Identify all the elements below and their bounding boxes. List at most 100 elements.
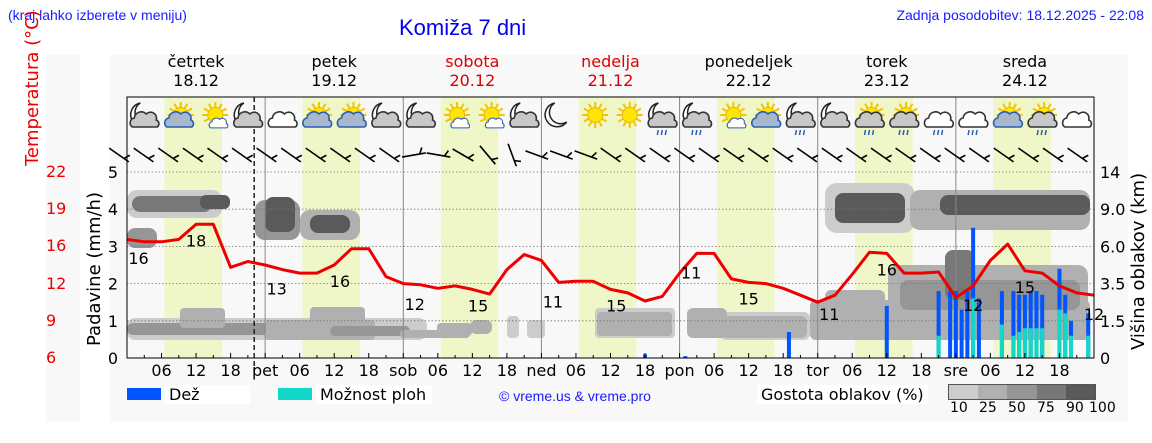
density-swatch [1007,385,1037,399]
moon-cloud-icon [371,102,402,128]
rain-legend-label: Dež [165,385,250,404]
wind-barb-icon [133,147,155,163]
cloud-height-tick: 9.0 [1100,200,1125,219]
shower-bar [1017,331,1022,358]
precip-tick: 4 [108,200,118,219]
day-date: 20.12 [449,71,496,90]
wind-barb-icon [870,147,893,163]
sun-icon [582,102,609,128]
temp-annotation: 16 [128,249,148,268]
rain-bar [786,331,791,358]
density-tick: 10 [950,400,968,416]
density-tick: 90 [1066,400,1084,416]
sun-small-cloud-icon [444,102,471,129]
moon-cloud-icon [232,102,264,128]
last-update: Zadnja posodobitev: 18.12.2025 - 22:08 [896,7,1144,23]
x-tick-label: 18 [220,361,240,380]
temp-annotation: 18 [186,231,206,250]
wind-barb-icon [207,147,229,163]
copyright-link[interactable]: © vreme.us & vreme.pro [499,388,651,404]
precip-tick: 1 [108,312,118,331]
shower-bar [1028,328,1033,358]
rain-bar [936,291,941,358]
wind-barb-icon [329,147,352,163]
temp-tick: 12 [46,273,67,293]
rain-bar [959,309,964,358]
wind-barb-icon [919,147,942,163]
x-tick-label: 18 [911,361,931,380]
sun-cloud-rain-icon [889,102,920,136]
wind-barb-icon [673,147,696,163]
wind-barb-icon [772,147,794,163]
wind-barb-icon [1067,147,1089,163]
page-title: Komiža 7 dni [399,15,527,40]
cloud-rain-icon [958,111,989,136]
day-date: 22.12 [725,71,772,90]
rain-bar [953,291,958,358]
density-tick: 50 [1008,400,1026,416]
day-name: petek [311,52,357,71]
cloud-icon [267,111,298,128]
wind-barb-icon [426,150,451,158]
density-tick: 25 [979,400,997,416]
density-tick: 75 [1037,400,1055,416]
temp-annotation: 13 [266,280,286,299]
x-tick-label: 18 [359,361,379,380]
temp-annotation: 16 [877,260,897,279]
shower-bar [971,298,976,358]
wind-barb-icon [698,147,720,163]
wind-barb-icon [796,147,819,163]
moon-cloud-rain-icon [647,102,678,136]
wind-barb-icon [723,147,745,163]
temp-annotation: 11 [681,263,701,282]
density-swatch [949,385,979,399]
x-tick-label: ned [526,361,556,380]
moon-cloud-icon [820,102,851,128]
moon-cloud-rain-icon [681,102,713,136]
x-tick-label: 06 [289,361,309,380]
sun-icon [616,102,643,128]
shower-bar [1057,309,1062,358]
wind-barb-icon [401,147,426,158]
shower-bar [1011,335,1016,358]
moon-cloud-icon [129,102,160,128]
day-header: četrtek 18.12 [131,52,261,90]
x-tick-label: 06 [428,361,448,380]
x-tick-label: 06 [704,361,724,380]
wind-barb-icon [231,147,254,163]
x-tick-label: sob [389,361,417,380]
shower-bar [1034,328,1039,358]
temp-annotation: 15 [738,289,758,308]
x-tick-label: 12 [738,361,758,380]
cloud-rain-icon [923,111,954,136]
temp-tick: 16 [46,236,67,256]
day-date: 23.12 [863,71,910,90]
temp-axis-panel [46,55,80,422]
x-tick-label: 18 [497,361,517,380]
temp-tick: 6 [46,348,57,367]
wind-barb-icon [895,147,917,163]
temp-annotation: 11 [819,305,839,324]
wind-barb-icon [182,147,204,163]
shower-bar [1063,313,1068,358]
precip-tick: 5 [108,163,118,182]
shower-legend-label: Možnost ploh [316,385,433,404]
cloud-height-tick: 14 [1100,163,1120,182]
shower-bar [1068,335,1073,358]
wind-barb-icon [305,147,327,163]
temp-annotation: 15 [1015,278,1035,297]
temp-tick: 19 [46,199,67,219]
sun-small-cloud-icon [202,102,229,129]
sun-cloud-rain-icon [854,102,885,136]
sun-cloud-icon [302,102,333,128]
rain-bar [683,356,688,358]
wind-barb-icon [280,147,303,163]
density-swatch [1065,385,1096,399]
moon-cloud-icon [509,102,540,128]
x-tick-label: tor [806,361,829,380]
sun-cloud-rain-icon [1027,102,1058,136]
wind-barb-icon [845,147,868,163]
wind-barbs [108,143,1089,167]
precip-tick: 0 [108,349,118,368]
x-tick-label: 06 [842,361,862,380]
